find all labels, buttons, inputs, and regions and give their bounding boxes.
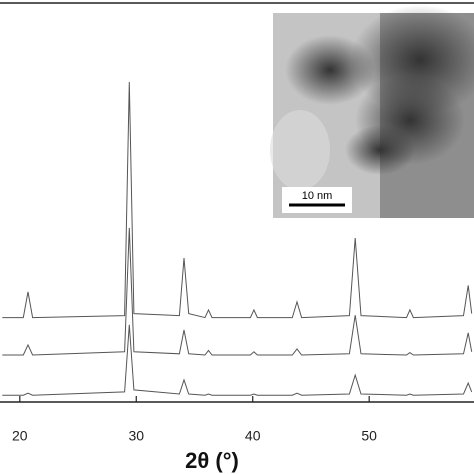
xrd-trace <box>2 324 473 396</box>
scale-bar-label: 10 nm <box>302 190 333 202</box>
xrd-trace <box>2 227 473 356</box>
xrd-trace <box>2 81 473 319</box>
x-tick-label: 40 <box>245 428 261 444</box>
x-axis-label: 2θ (°) <box>185 448 239 473</box>
x-tick-label: 30 <box>128 428 144 444</box>
x-tick-label: 50 <box>361 428 377 444</box>
inset-image: 10 nm <box>270 5 474 218</box>
x-tick-label: 20 <box>12 428 28 444</box>
